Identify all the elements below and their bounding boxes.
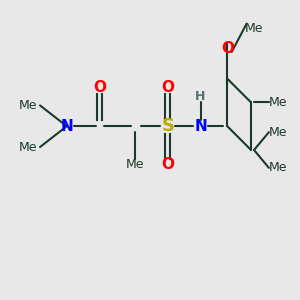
Text: N: N — [60, 119, 73, 134]
Text: H: H — [195, 90, 206, 103]
Text: O: O — [161, 80, 174, 95]
Text: Me: Me — [126, 158, 144, 171]
Text: N: N — [194, 119, 207, 134]
Text: O: O — [161, 158, 174, 172]
Text: O: O — [221, 41, 234, 56]
Text: S: S — [161, 117, 174, 135]
Text: Me: Me — [268, 126, 287, 139]
Text: Me: Me — [19, 140, 38, 154]
Text: Me: Me — [268, 96, 287, 109]
Text: Me: Me — [245, 22, 263, 34]
Text: O: O — [93, 80, 106, 95]
Text: Me: Me — [268, 161, 287, 174]
Text: Me: Me — [19, 99, 38, 112]
